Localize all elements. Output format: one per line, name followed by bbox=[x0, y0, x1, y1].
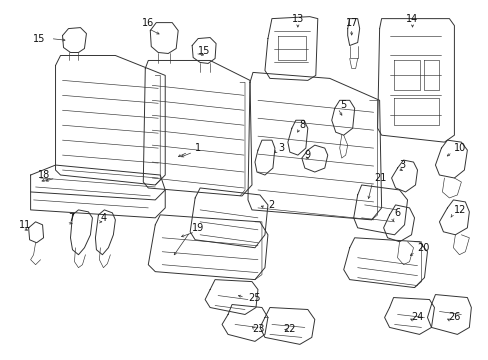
Text: 5: 5 bbox=[339, 100, 346, 110]
Text: 19: 19 bbox=[192, 223, 204, 233]
Text: 3: 3 bbox=[277, 143, 284, 153]
Text: 3: 3 bbox=[399, 160, 405, 170]
Text: 6: 6 bbox=[394, 208, 400, 218]
Text: 9: 9 bbox=[304, 150, 310, 160]
Text: 21: 21 bbox=[374, 173, 386, 183]
Text: 15: 15 bbox=[33, 33, 45, 44]
Text: 2: 2 bbox=[267, 200, 274, 210]
Text: 12: 12 bbox=[453, 205, 466, 215]
Text: 16: 16 bbox=[142, 18, 154, 28]
Text: 24: 24 bbox=[410, 312, 423, 323]
Text: 4: 4 bbox=[100, 213, 106, 223]
Text: 14: 14 bbox=[406, 14, 418, 24]
Text: 13: 13 bbox=[291, 14, 304, 24]
Text: 26: 26 bbox=[447, 312, 460, 323]
Text: 25: 25 bbox=[247, 293, 260, 302]
Text: 7: 7 bbox=[68, 213, 75, 223]
Text: 1: 1 bbox=[195, 143, 201, 153]
Text: 15: 15 bbox=[198, 45, 210, 55]
Text: 23: 23 bbox=[251, 324, 264, 334]
Text: 18: 18 bbox=[38, 170, 50, 180]
Text: 17: 17 bbox=[345, 18, 357, 28]
Text: 11: 11 bbox=[19, 220, 31, 230]
Text: 20: 20 bbox=[417, 243, 429, 253]
Text: 22: 22 bbox=[283, 324, 296, 334]
Text: 10: 10 bbox=[453, 143, 466, 153]
Text: 8: 8 bbox=[299, 120, 305, 130]
